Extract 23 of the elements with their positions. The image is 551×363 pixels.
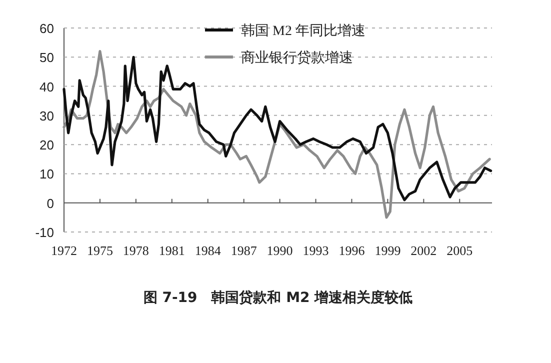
x-tick-label: 1978: [122, 243, 149, 258]
x-tick-label: 1975: [86, 243, 113, 258]
text: 图 7-19 韩国贷款和 M2 增速相关度较低: [143, 289, 413, 306]
x-tick-label: 1972: [51, 243, 77, 258]
x-tick-label: 1993: [302, 243, 329, 258]
x-tick-label: 1987: [230, 243, 258, 258]
y-tick-label: 30: [40, 108, 54, 124]
x-tick-label: 2005: [446, 243, 473, 258]
y-tick-label: 10: [40, 166, 54, 182]
y-tick-label: 40: [40, 79, 54, 94]
y-tick-label: 60: [40, 21, 54, 36]
y-tick-label: 50: [40, 50, 54, 66]
x-tick-label: 1984: [194, 243, 222, 258]
x-tick-label: 1990: [266, 243, 293, 258]
legend-label: 韩国 M2 年同比增速: [241, 23, 366, 39]
x-tick-label: 1999: [374, 243, 401, 258]
y-tick-label: 0: [46, 196, 54, 211]
x-tick-label: 2002: [410, 243, 437, 258]
x-tick-label: 1996: [338, 243, 366, 258]
y-tick-label: 20: [40, 138, 54, 153]
y-tick-label: -10: [35, 225, 54, 240]
x-tick-label: 1981: [158, 243, 185, 258]
legend-label: 商业银行贷款增速: [241, 50, 353, 66]
